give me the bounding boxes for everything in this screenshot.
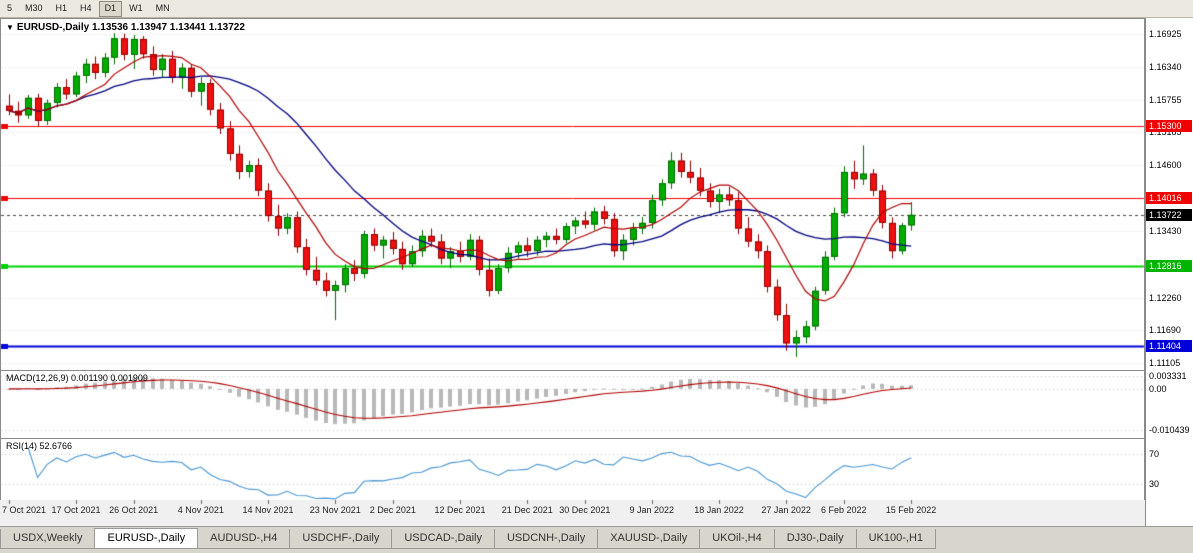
price-scale[interactable] bbox=[1145, 18, 1193, 526]
timeframe-h4[interactable]: H4 bbox=[80, 2, 92, 13]
tab-audusd-h4[interactable]: AUDUSD-,H4 bbox=[197, 529, 291, 549]
tab-ukoil-h4[interactable]: UKOil-,H4 bbox=[699, 529, 775, 549]
chart-region: ▼ EURUSD-,Daily 1.13536 1.13947 1.13441 1… bbox=[0, 18, 1193, 526]
timeframe-toolbar: 5 M30 H1 H4 D1 W1 MN bbox=[0, 0, 1193, 18]
time-scale[interactable] bbox=[0, 500, 1145, 526]
tab-usdcnh-daily[interactable]: USDCNH-,Daily bbox=[493, 529, 599, 549]
price-pane bbox=[0, 18, 1145, 371]
timeframe-m30[interactable]: M30 bbox=[25, 2, 43, 13]
tab-eurusd-daily[interactable]: EURUSD-,Daily bbox=[94, 528, 199, 549]
timeframe-d1[interactable]: D1 bbox=[98, 0, 123, 17]
rsi-pane bbox=[0, 438, 1145, 501]
tab-usdcad-daily[interactable]: USDCAD-,Daily bbox=[391, 529, 495, 549]
macd-pane bbox=[0, 370, 1145, 439]
tab-usdchf-daily[interactable]: USDCHF-,Daily bbox=[289, 529, 393, 549]
timeframe-h1[interactable]: H1 bbox=[55, 2, 68, 13]
tab-xauusd-daily[interactable]: XAUUSD-,Daily bbox=[597, 529, 701, 549]
symbol-tabbar: USDX,Weekly EURUSD-,Daily AUDUSD-,H4 USDCHF… bbox=[0, 526, 1193, 553]
timeframe-5[interactable]: 5 bbox=[7, 2, 13, 13]
tab-dj30-daily[interactable]: DJ30-,Daily bbox=[773, 529, 857, 549]
timeframe-mn[interactable]: MN bbox=[155, 2, 170, 13]
tab-uk100-h1[interactable]: UK100-,H1 bbox=[855, 529, 937, 549]
tab-usdx-weekly[interactable]: USDX,Weekly bbox=[0, 529, 96, 549]
timeframe-w1[interactable]: W1 bbox=[129, 2, 143, 13]
